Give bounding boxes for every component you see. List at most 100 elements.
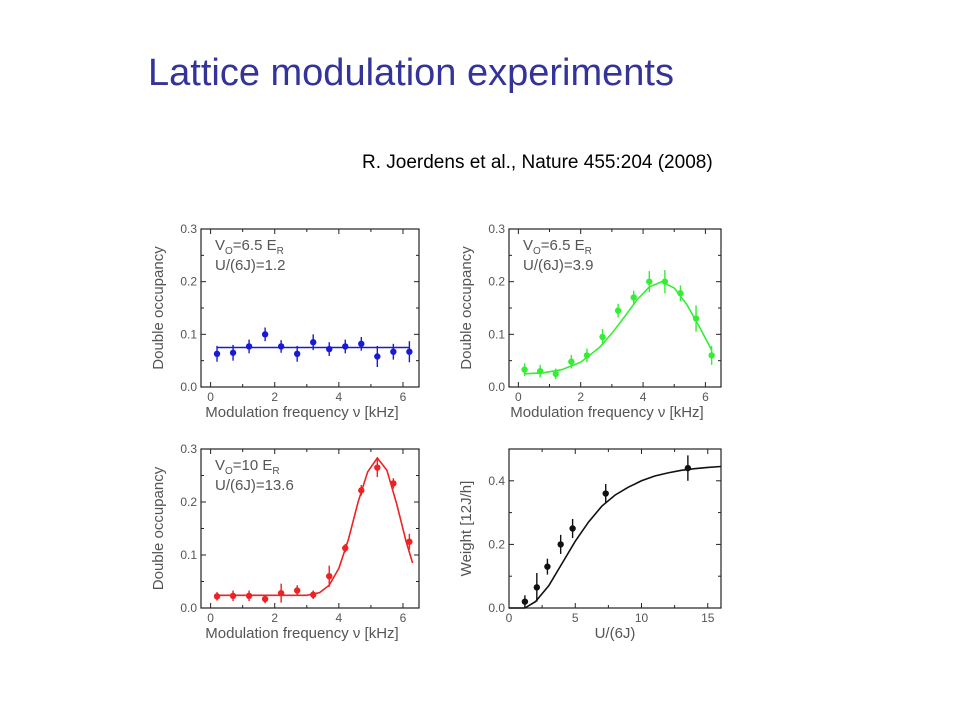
data-point <box>342 544 349 552</box>
data-point <box>277 343 285 350</box>
x-axis-label: Modulation frequency ν [kHz] <box>205 625 398 642</box>
y-tick-label: 0.1 <box>180 548 197 562</box>
slide-title: Lattice modulation experiments <box>148 52 674 94</box>
data-point <box>310 591 317 598</box>
fit-curve <box>524 280 713 375</box>
data-point <box>213 593 221 600</box>
annotation-potential: VO=10 ER <box>215 457 280 477</box>
y-axis-label: Double occupancy <box>458 246 475 370</box>
x-tick-label: 6 <box>400 611 407 625</box>
chart-panel-3: 0 2 4 6 0.0 0.1 0.2 0.3 Modulation frequency ν [… <box>150 442 420 642</box>
annotation-ratio: U/(6J)=3.9 <box>523 257 593 274</box>
chart-panel-4: 0 5 10 15 0.0 0.2 0.4 U/(6J) Weight [12J/h] <box>458 448 722 642</box>
data-point <box>544 563 551 570</box>
y-tick-label: 0.1 <box>180 327 197 341</box>
data-point <box>390 480 397 487</box>
data-point <box>677 290 684 297</box>
data-point <box>557 541 564 548</box>
y-tick-label: 0.0 <box>488 601 505 615</box>
y-tick-label: 0.0 <box>180 601 197 615</box>
data-point <box>568 358 575 365</box>
y-axis-label: Double occupancy <box>150 246 167 370</box>
y-tick-label: 0.3 <box>180 222 197 236</box>
data-point <box>261 331 269 338</box>
x-tick-label: 0 <box>207 611 214 625</box>
data-point <box>390 348 397 355</box>
data-point <box>293 587 301 594</box>
data-point <box>406 538 413 545</box>
chart-panel-2: 0 2 4 6 0.0 0.1 0.2 0.3 Modulation frequency ν [… <box>458 222 722 421</box>
data-point <box>602 490 609 497</box>
data-point <box>661 278 669 285</box>
data-point <box>213 350 221 358</box>
data-point <box>630 294 637 301</box>
data-point <box>374 464 381 471</box>
x-tick-label: 0 <box>207 390 214 404</box>
data-point <box>521 598 529 605</box>
x-tick-label: 4 <box>640 390 647 404</box>
data-point <box>684 464 692 472</box>
data-point <box>708 352 715 359</box>
data-point <box>326 345 333 353</box>
data-point <box>358 340 365 348</box>
data-point <box>406 348 413 355</box>
annotation-potential: VO=6.5 ER <box>215 237 284 257</box>
y-tick-label: 0.1 <box>488 327 505 341</box>
data-point <box>569 525 576 532</box>
data-point <box>536 368 544 375</box>
x-tick-label: 6 <box>400 390 407 404</box>
y-axis-label: Double occupancy <box>150 466 167 590</box>
y-tick-label: 0.0 <box>180 380 197 394</box>
data-point <box>599 333 606 341</box>
data-point <box>229 592 237 600</box>
x-tick-label: 2 <box>271 390 278 404</box>
y-tick-label: 0.3 <box>180 442 197 456</box>
y-tick-label: 0.2 <box>180 275 197 289</box>
data-point <box>245 343 253 350</box>
citation: R. Joerdens et al., Nature 455:204 (2008… <box>362 152 713 173</box>
fit-curve <box>509 465 722 609</box>
x-tick-label: 0 <box>515 390 522 404</box>
data-point <box>261 595 269 603</box>
x-tick-label: 2 <box>271 611 278 625</box>
y-tick-label: 0.3 <box>488 222 505 236</box>
data-point <box>614 307 622 314</box>
x-tick-label: 0 <box>506 611 513 625</box>
chart-panel-1: 0 2 4 6 0.0 0.1 0.2 0.3 Modulation frequency ν [… <box>150 222 420 421</box>
data-point <box>692 315 700 322</box>
x-axis-label: Modulation frequency ν [kHz] <box>510 404 703 421</box>
annotation-ratio: U/(6J)=1.2 <box>215 257 285 274</box>
x-tick-label: 15 <box>701 611 715 625</box>
data-point <box>533 584 541 591</box>
y-tick-label: 0.0 <box>488 380 505 394</box>
data-point <box>310 339 317 346</box>
data-point <box>552 370 559 378</box>
y-tick-label: 0.4 <box>488 474 505 488</box>
data-point <box>374 353 381 360</box>
y-tick-label: 0.2 <box>488 537 505 551</box>
data-point <box>293 350 301 358</box>
y-tick-label: 0.2 <box>180 495 197 509</box>
x-tick-label: 5 <box>572 611 579 625</box>
fit-curve <box>217 456 414 597</box>
annotation-ratio: U/(6J)=13.6 <box>215 477 294 494</box>
x-tick-label: 10 <box>635 611 649 625</box>
y-axis-label: Weight [12J/h] <box>458 481 475 577</box>
y-tick-label: 0.2 <box>488 275 505 289</box>
x-tick-label: 4 <box>336 611 343 625</box>
data-point <box>277 589 285 597</box>
data-point <box>326 573 333 580</box>
data-point <box>229 349 237 356</box>
data-point <box>245 592 253 600</box>
x-tick-label: 6 <box>702 390 709 404</box>
plot-frame <box>508 448 722 609</box>
annotation-potential: VO=6.5 ER <box>523 237 592 257</box>
data-point <box>521 366 528 373</box>
data-point <box>358 487 365 494</box>
x-axis-label: U/(6J) <box>595 625 636 642</box>
x-tick-label: 2 <box>577 390 584 404</box>
data-point <box>342 343 349 350</box>
data-point <box>646 278 653 285</box>
x-axis-label: Modulation frequency ν [kHz] <box>205 404 398 421</box>
